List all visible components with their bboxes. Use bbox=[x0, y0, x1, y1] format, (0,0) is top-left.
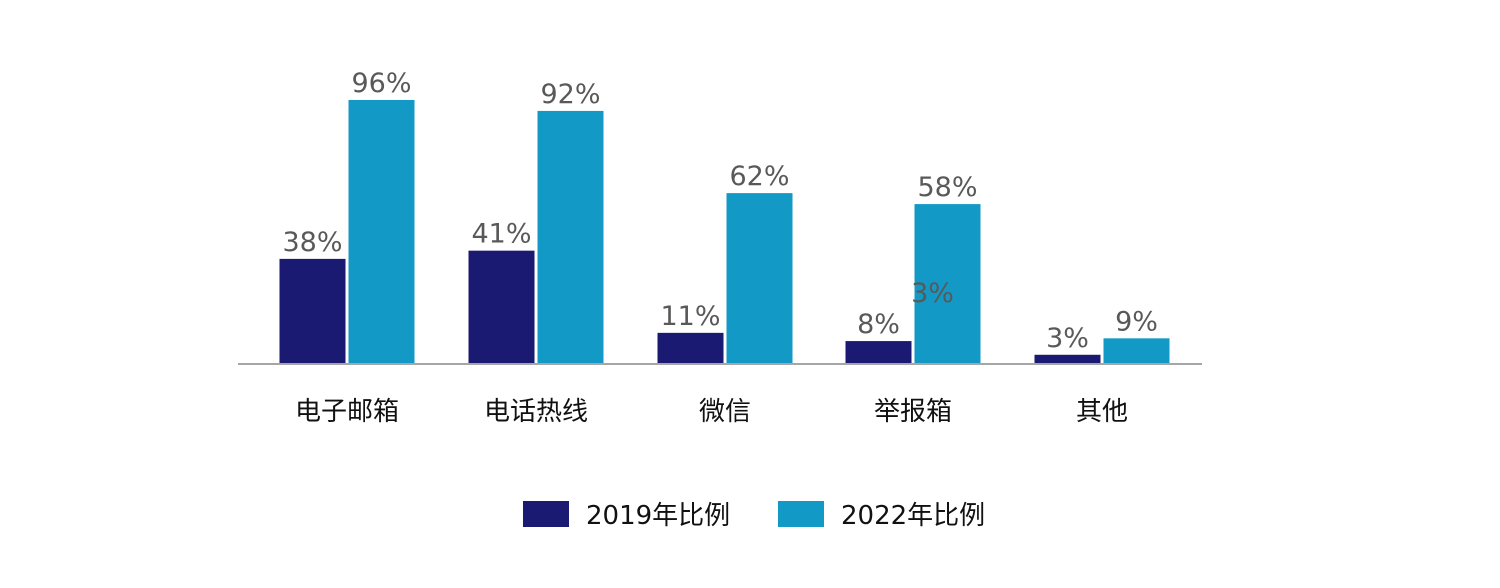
value-label: 8% bbox=[857, 309, 900, 340]
legend-swatch bbox=[523, 501, 569, 527]
legend-label: 2019年比例 bbox=[586, 501, 730, 531]
bar-b-3 bbox=[914, 204, 981, 363]
legend: 2019年比例 2022年比例 bbox=[523, 501, 985, 531]
category-label: 电子邮箱 bbox=[295, 397, 399, 427]
annotations-layer: 3% bbox=[911, 278, 954, 309]
bar-a-4 bbox=[1034, 354, 1101, 363]
bar-a-1 bbox=[468, 250, 535, 363]
bar-b-1 bbox=[537, 110, 604, 363]
bar-b-0 bbox=[348, 99, 415, 364]
bar-a-0 bbox=[279, 258, 346, 363]
value-label: 92% bbox=[540, 79, 600, 110]
value-label: 38% bbox=[282, 227, 342, 258]
category-label: 举报箱 bbox=[874, 397, 952, 427]
value-label: 3% bbox=[1046, 323, 1089, 354]
bars-layer bbox=[279, 99, 1170, 364]
annotation-label: 3% bbox=[911, 278, 954, 309]
legend-swatch bbox=[778, 501, 824, 527]
bar-a-2 bbox=[657, 332, 724, 363]
category-label: 其他 bbox=[1076, 397, 1128, 427]
value-label: 9% bbox=[1115, 306, 1158, 337]
value-labels-layer: 38% 96% 41% 92% 11% 62% 8% 58% 3% 9% bbox=[282, 68, 1157, 354]
category-label: 微信 bbox=[699, 397, 751, 427]
value-label: 41% bbox=[471, 219, 531, 250]
bar-a-3 bbox=[845, 341, 912, 363]
value-label: 96% bbox=[351, 68, 411, 99]
value-label: 11% bbox=[660, 301, 720, 332]
legend-label: 2022年比例 bbox=[841, 501, 985, 531]
value-label: 58% bbox=[917, 172, 977, 203]
bar-b-4 bbox=[1103, 338, 1170, 363]
bar-b-2 bbox=[726, 193, 793, 363]
value-label: 62% bbox=[729, 161, 789, 192]
category-label: 电话热线 bbox=[484, 397, 588, 427]
category-labels-layer: 电子邮箱 电话热线 微信 举报箱 其他 bbox=[295, 397, 1128, 427]
